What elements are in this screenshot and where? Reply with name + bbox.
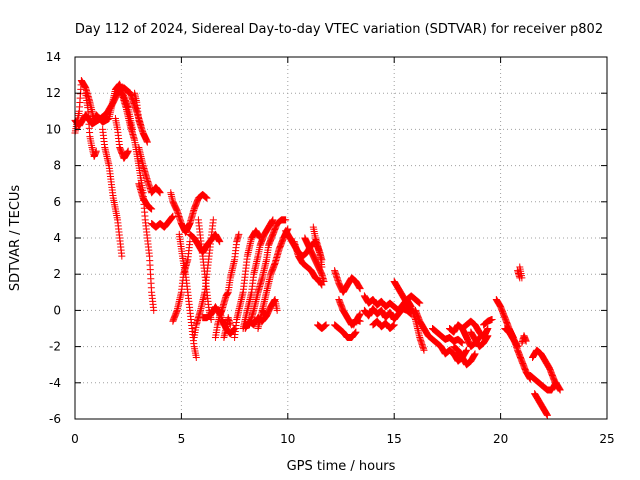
data-point [186, 238, 194, 246]
x-tick-label: 10 [280, 432, 295, 446]
y-tick-labels: -6 -4 -2 0 2 4 6 8 10 12 14 [46, 50, 61, 426]
data-point [92, 147, 100, 155]
grid [75, 57, 607, 419]
y-tick-label: 14 [46, 50, 61, 64]
x-tick-labels: 0 5 10 15 20 25 [71, 432, 614, 446]
y-tick-label: -6 [49, 412, 61, 426]
data-point [282, 216, 290, 224]
data-point [522, 337, 530, 345]
x-axis-label: GPS time / hours [287, 459, 396, 474]
data-point [118, 252, 126, 260]
y-tick-label: 8 [53, 159, 61, 173]
data-point [356, 285, 364, 293]
data-point [124, 147, 132, 155]
data-point [209, 216, 217, 224]
data-point [320, 277, 328, 285]
data-point [356, 310, 364, 318]
data-point [556, 386, 564, 394]
data-point [269, 216, 277, 224]
data-point [463, 346, 471, 354]
data-point [543, 411, 551, 419]
data-point [458, 339, 466, 347]
data-point [416, 299, 424, 307]
y-tick-label: 2 [53, 267, 61, 281]
y-tick-label: 4 [53, 231, 61, 245]
data-point [318, 281, 326, 289]
data-point [216, 238, 224, 246]
data-point [484, 325, 492, 332]
y-tick-label: 10 [46, 122, 61, 136]
y-axis-label: SDTVAR / TECUs [8, 185, 23, 292]
data-points [71, 77, 564, 419]
data-point [420, 346, 428, 354]
data-point [203, 194, 211, 202]
data-point [518, 274, 526, 282]
y-tick-label: 12 [46, 86, 61, 100]
data-point [514, 343, 522, 351]
y-tick-label: -2 [49, 340, 61, 354]
data-point [156, 189, 164, 197]
y-tick-label: 6 [53, 195, 61, 209]
data-point [390, 321, 398, 329]
x-tick-label: 20 [493, 432, 508, 446]
x-tick-label: 15 [387, 432, 402, 446]
data-point [471, 350, 479, 358]
data-point [322, 321, 330, 329]
tick-marks [74, 56, 608, 420]
data-point [235, 230, 243, 238]
y-tick-label: -4 [49, 376, 61, 390]
data-point [143, 138, 151, 146]
data-point [169, 212, 177, 220]
data-point [484, 332, 492, 340]
data-point [273, 306, 281, 314]
data-point [488, 315, 496, 323]
data-point [318, 263, 326, 271]
data-point [226, 321, 234, 329]
chart-title: Day 112 of 2024, Sidereal Day-to-day VTE… [75, 22, 603, 37]
x-tick-label: 5 [178, 432, 186, 446]
data-point [148, 205, 156, 213]
data-point [150, 306, 158, 314]
data-point [224, 289, 232, 297]
data-point [352, 328, 360, 336]
data-point [356, 317, 364, 325]
data-point [192, 353, 200, 361]
data-point [223, 290, 231, 298]
x-tick-label: 0 [71, 432, 79, 446]
y-tick-label: 0 [53, 303, 61, 317]
x-tick-label: 25 [599, 432, 614, 446]
